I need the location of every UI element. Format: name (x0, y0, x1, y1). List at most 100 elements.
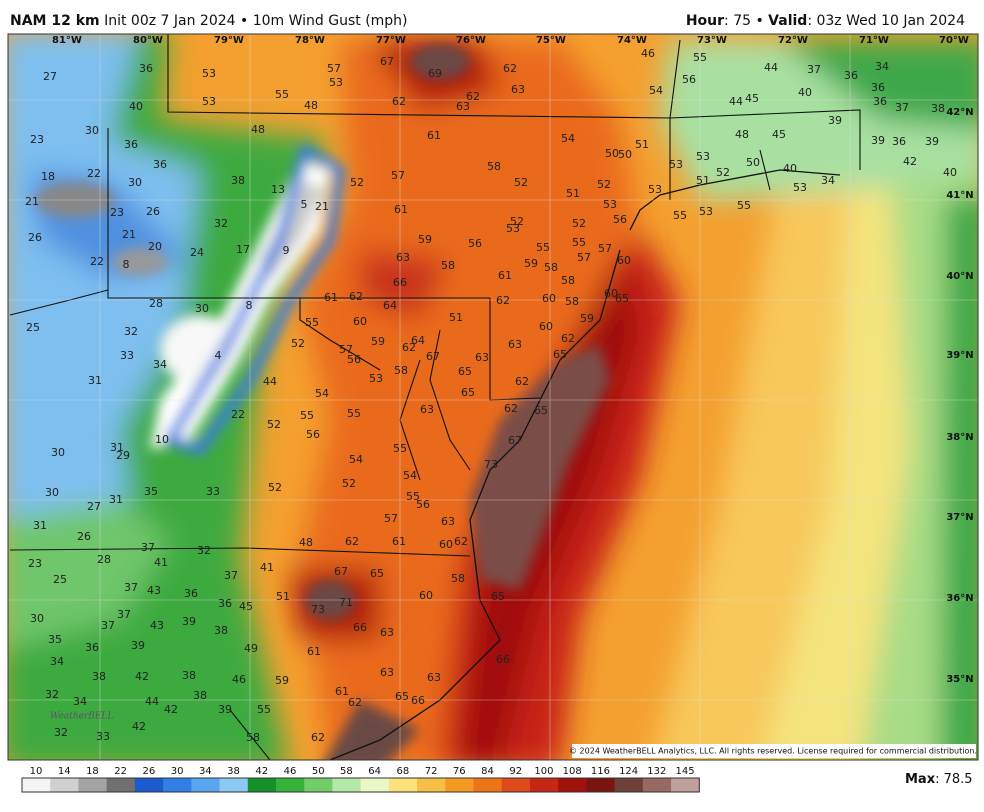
gust-value: 66 (393, 276, 407, 289)
gust-value: 28 (97, 553, 111, 566)
colorbar-swatch (614, 778, 644, 792)
gust-value: 36 (873, 95, 887, 108)
copyright-box (572, 744, 976, 758)
gust-value: 63 (511, 83, 525, 96)
gust-value: 65 (553, 348, 567, 361)
gust-value: 30 (45, 486, 59, 499)
gust-value: 23 (110, 206, 124, 219)
longitude-label: 73°W (697, 35, 727, 46)
gust-value: 67 (380, 55, 394, 68)
gust-value: 65 (458, 365, 472, 378)
max-value: : 78.5 (935, 772, 972, 787)
init: Init 00z 7 Jan 2024 • 10m Wind Gust (mph… (104, 13, 407, 29)
gust-value: 30 (128, 176, 142, 189)
longitude-label: 70°W (939, 35, 969, 46)
gust-value: 37 (117, 608, 131, 621)
colorbar-label: 68 (396, 766, 409, 777)
colorbar-swatch (586, 778, 616, 792)
gust-value: 58 (487, 160, 501, 173)
gust-value: 53 (699, 205, 713, 218)
gust-value: 38 (231, 174, 245, 187)
gust-value: 38 (182, 669, 196, 682)
gust-value: 23 (28, 557, 42, 570)
gust-value: 34 (821, 174, 835, 187)
gust-value: 59 (275, 674, 289, 687)
gust-value: 25 (53, 573, 67, 586)
gust-value: 60 (539, 320, 553, 333)
gust-value: 30 (30, 612, 44, 625)
gust-value: 62 (496, 294, 510, 307)
colorbar-label: 124 (619, 766, 638, 777)
colorbar-swatch (445, 778, 475, 792)
gust-value: 21 (25, 195, 39, 208)
gust-value: 62 (311, 731, 325, 744)
gust-value: 51 (449, 311, 463, 324)
gust-value: 52 (510, 215, 524, 228)
gust-value: 44 (729, 95, 743, 108)
copyright: © 2024 WeatherBELL Analytics, LLC. All r… (569, 747, 977, 756)
gust-value: 57 (339, 343, 353, 356)
model: NAM 12 km (10, 13, 100, 29)
colorbar-label: 18 (86, 766, 99, 777)
gust-value: 63 (441, 515, 455, 528)
logo: WeatherBELL (50, 712, 113, 722)
gust-value: 30 (51, 446, 65, 459)
gust-value: 22 (231, 408, 245, 421)
max-label: Max (905, 772, 936, 787)
gust-value: 22 (90, 255, 104, 268)
gust-value: 53 (202, 95, 216, 108)
gust-value: 4 (215, 349, 222, 362)
gust-value: 66 (496, 653, 510, 666)
gust-value: 44 (145, 695, 159, 708)
gust-value: 57 (391, 169, 405, 182)
gust-value: 48 (251, 123, 265, 136)
latitude-label: 39°N (946, 350, 973, 361)
gust-value: 60 (542, 292, 556, 305)
colorbar-swatch (191, 778, 221, 792)
header-right: Hour: 75 • Valid: 03z Wed 10 Jan 2024 (686, 13, 965, 29)
gust-value: 33 (96, 730, 110, 743)
colorbar-swatch (360, 778, 390, 792)
gust-value: 52 (716, 166, 730, 179)
gust-value: 40 (798, 86, 812, 99)
gust-value: 58 (565, 295, 579, 308)
gust-value: 56 (306, 428, 320, 441)
colorbar-swatch (671, 778, 700, 792)
gust-value: 63 (420, 403, 434, 416)
gust-value: 55 (305, 316, 319, 329)
gust-value: 56 (416, 498, 430, 511)
gust-value: 65 (461, 386, 475, 399)
gust-value: 50 (605, 147, 619, 160)
gust-value: 35 (144, 485, 158, 498)
map-field (8, 34, 978, 760)
gust-value: 36 (892, 135, 906, 148)
gust-value: 49 (244, 642, 258, 655)
gust-value: 20 (148, 240, 162, 253)
gust-value: 51 (696, 174, 710, 187)
gust-value: 45 (239, 600, 253, 613)
gust-value: 55 (257, 703, 271, 716)
gust-value: 42 (135, 670, 149, 683)
gust-value: 42 (164, 703, 178, 716)
gust-value: 36 (218, 597, 232, 610)
gust-value: 55 (275, 88, 289, 101)
gust-value: 69 (428, 67, 442, 80)
colorbar-swatch (417, 778, 446, 792)
gust-value: 56 (347, 353, 361, 366)
gust-value: 73 (484, 458, 498, 471)
gust-value: 41 (154, 556, 168, 569)
valid-label: Valid (768, 13, 807, 29)
gust-value: 62 (466, 90, 480, 103)
gust-value: 44 (764, 61, 778, 74)
gust-value: 63 (427, 671, 441, 684)
gust-value: 30 (195, 302, 209, 315)
gust-value: 5 (301, 198, 308, 211)
gust-value: 56 (468, 237, 482, 250)
colorbar-label: 64 (368, 766, 381, 777)
gust-value: 58 (441, 259, 455, 272)
gust-value: 27 (43, 70, 57, 83)
gust-value: 55 (536, 241, 550, 254)
gust-value: 8 (246, 299, 253, 312)
gust-value: 33 (120, 349, 134, 362)
gust-value: 23 (30, 133, 44, 146)
